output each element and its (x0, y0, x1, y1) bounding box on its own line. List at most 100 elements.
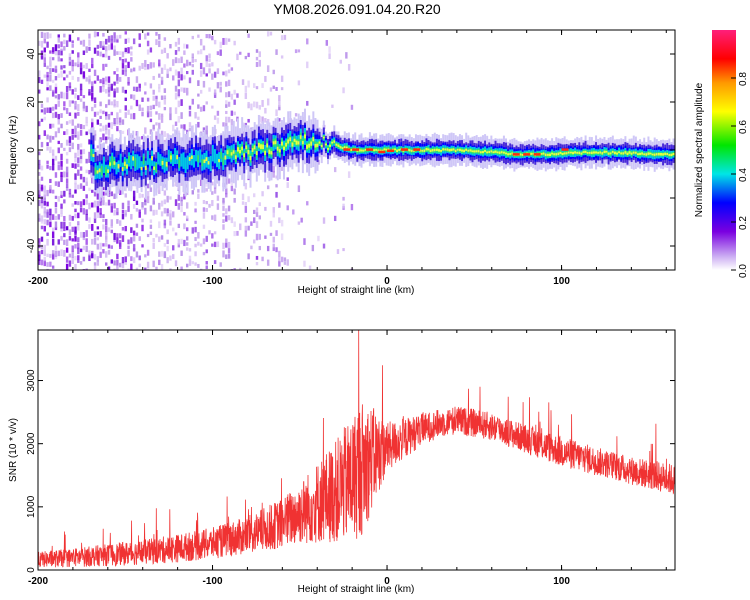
heatmap-cell (102, 41, 105, 48)
heatmap-ridge-cell (153, 166, 156, 170)
heatmap-cell (149, 224, 153, 229)
heatmap-ridge-cell (532, 152, 535, 155)
heatmap-cell (113, 88, 116, 94)
heatmap-cell (38, 241, 41, 249)
snr-frame (37, 329, 676, 571)
heatmap-cell (91, 57, 94, 64)
heatmap-cell (264, 107, 267, 114)
heatmap-cell (40, 118, 44, 122)
heatmap-ridge-cell (163, 157, 166, 173)
heatmap-ridge-cell (502, 151, 505, 154)
heatmap-cell (51, 158, 55, 165)
heatmap-cell (197, 121, 200, 128)
heatmap-ridge-cell (500, 151, 503, 154)
heatmap-cell (121, 51, 125, 58)
heatmap-cell (149, 187, 153, 192)
heatmap-cell (38, 259, 41, 265)
heatmap-cell (155, 122, 158, 126)
heatmap-cell (54, 255, 58, 259)
heatmap-cell (163, 64, 167, 71)
heatmap-cell (51, 231, 55, 239)
heatmap-cell (197, 193, 200, 199)
heatmap-cell (333, 215, 337, 222)
spectrogram-ridge (90, 108, 675, 202)
heatmap-cell (113, 71, 116, 75)
heatmap-cell (180, 200, 183, 207)
heatmap-cell (172, 254, 175, 260)
heatmap-cell (127, 268, 130, 270)
colorbar-tick-label: 0.6 (738, 120, 749, 134)
heatmap-ridge-cell (157, 152, 160, 165)
heatmap-cell (71, 100, 74, 104)
heatmap-cell (272, 207, 275, 213)
heatmap-cell (68, 82, 72, 88)
heatmap-cell (65, 151, 69, 156)
heatmap-cell (258, 202, 261, 207)
heatmap-cell (43, 219, 46, 225)
heatmap-cell (225, 238, 228, 243)
heatmap-cell (93, 191, 97, 197)
heatmap-cell (105, 251, 108, 258)
heatmap-cell (74, 255, 77, 261)
heatmap-cell (74, 163, 77, 169)
heatmap-cell (116, 233, 119, 238)
heatmap-ridge-cell (467, 149, 470, 152)
heatmap-cell (306, 100, 309, 106)
heatmap-cell (54, 172, 58, 178)
heatmap-ridge-cell (186, 155, 189, 170)
heatmap-ridge-cell (385, 148, 388, 151)
heatmap-cell (57, 147, 60, 154)
snr-x-axis: -200 -100 0 100 (28, 330, 667, 587)
heatmap-cell (278, 105, 281, 111)
heatmap-cell (105, 88, 108, 94)
heatmap-cell (283, 261, 287, 265)
heatmap-hotspot (387, 149, 395, 153)
heatmap-cell (57, 250, 60, 257)
heatmap-ridge-cell (595, 151, 598, 154)
heatmap-cell (300, 217, 303, 223)
heatmap-cell (225, 193, 228, 198)
heatmap-cell (57, 50, 60, 56)
heatmap-ridge-cell (668, 153, 671, 156)
heatmap-ridge-cell (438, 149, 441, 152)
heatmap-cell (46, 253, 49, 258)
heatmap-cell (205, 55, 208, 62)
heatmap-cell (40, 259, 44, 266)
heatmap-cell (225, 254, 228, 260)
heatmap-cell (46, 164, 49, 169)
heatmap-cell (253, 239, 256, 244)
heatmap-cell (174, 232, 178, 236)
heatmap-cell (105, 63, 108, 67)
heatmap-cell (93, 130, 97, 136)
heatmap-ridge-cell (297, 141, 300, 145)
heatmap-cell (194, 220, 197, 224)
heatmap-cell (116, 35, 119, 40)
heatmap-cell (79, 183, 83, 189)
heatmap-cell (233, 111, 236, 116)
heatmap-cell (85, 46, 88, 53)
heatmap-ridge-cell (670, 153, 673, 157)
heatmap-cell (107, 122, 111, 128)
heatmap-cell (110, 43, 114, 50)
heatmap-cell (57, 214, 60, 220)
heatmap-cell (219, 86, 222, 93)
heatmap-cell (102, 85, 105, 92)
heatmap-cell (138, 104, 141, 111)
heatmap-ridge-cell (94, 167, 97, 175)
heatmap-cell (49, 33, 52, 39)
heatmap-cell (65, 139, 69, 146)
heatmap-cell (93, 200, 97, 208)
heatmap-cell (54, 155, 58, 161)
heatmap-cell (85, 158, 88, 164)
heatmap-ridge-cell (270, 151, 273, 155)
heatmap-cell (102, 32, 105, 37)
heatmap-cell (264, 235, 267, 239)
heatmap-cell (49, 61, 52, 67)
heatmap-cell (253, 193, 256, 198)
heatmap-cell (185, 215, 189, 220)
heatmap-cell (160, 49, 164, 54)
heatmap-ridge-cell (318, 141, 321, 144)
heatmap-cell (124, 97, 127, 101)
heatmap-cell (144, 33, 147, 40)
heatmap-ridge-cell (647, 152, 650, 155)
